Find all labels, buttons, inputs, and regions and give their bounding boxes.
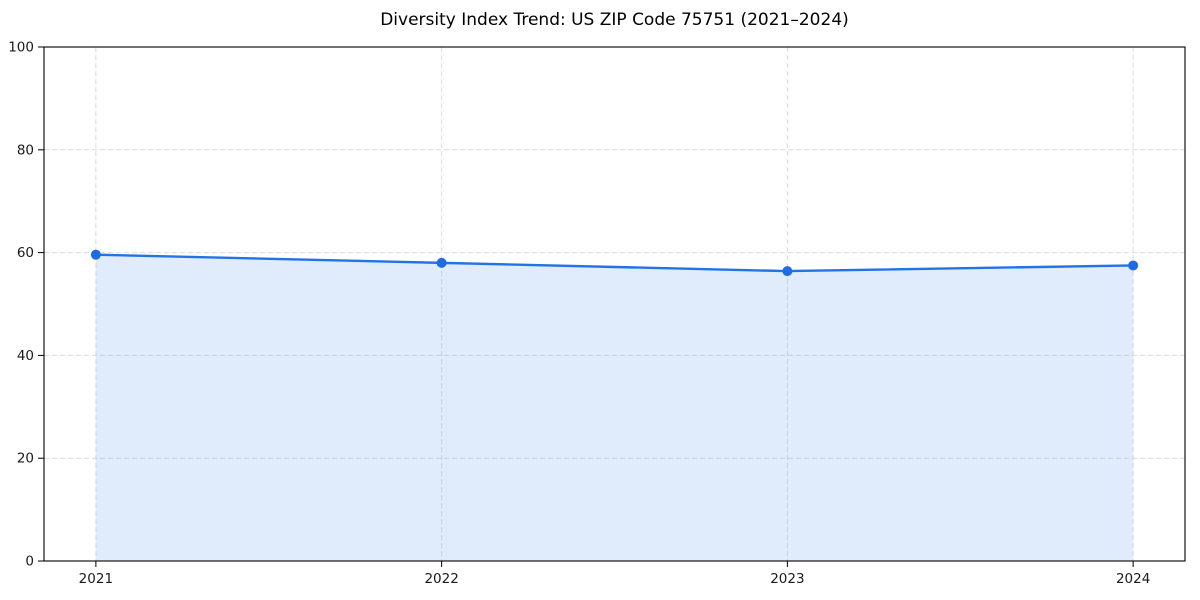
area-fill [95, 254, 1134, 561]
x-tick-label: 2021 [79, 571, 113, 587]
chart-title: Diversity Index Trend: US ZIP Code 75751… [380, 10, 849, 30]
y-tick-label: 0 [25, 554, 34, 570]
data-point [1128, 260, 1139, 271]
y-tick-label: 20 [17, 451, 34, 467]
data-point [436, 257, 447, 268]
x-tick-label: 2023 [770, 571, 804, 587]
x-tick-label: 2024 [1116, 571, 1150, 587]
trend-line [94, 253, 1135, 273]
data-point [90, 249, 101, 260]
data-point [782, 266, 793, 277]
y-tick-label: 60 [17, 245, 34, 261]
y-tick-label: 80 [17, 142, 34, 158]
y-tick-label: 40 [17, 348, 34, 364]
plot-border [43, 46, 1186, 562]
x-tick-label: 2022 [424, 571, 458, 587]
y-tick-label: 100 [8, 40, 34, 56]
